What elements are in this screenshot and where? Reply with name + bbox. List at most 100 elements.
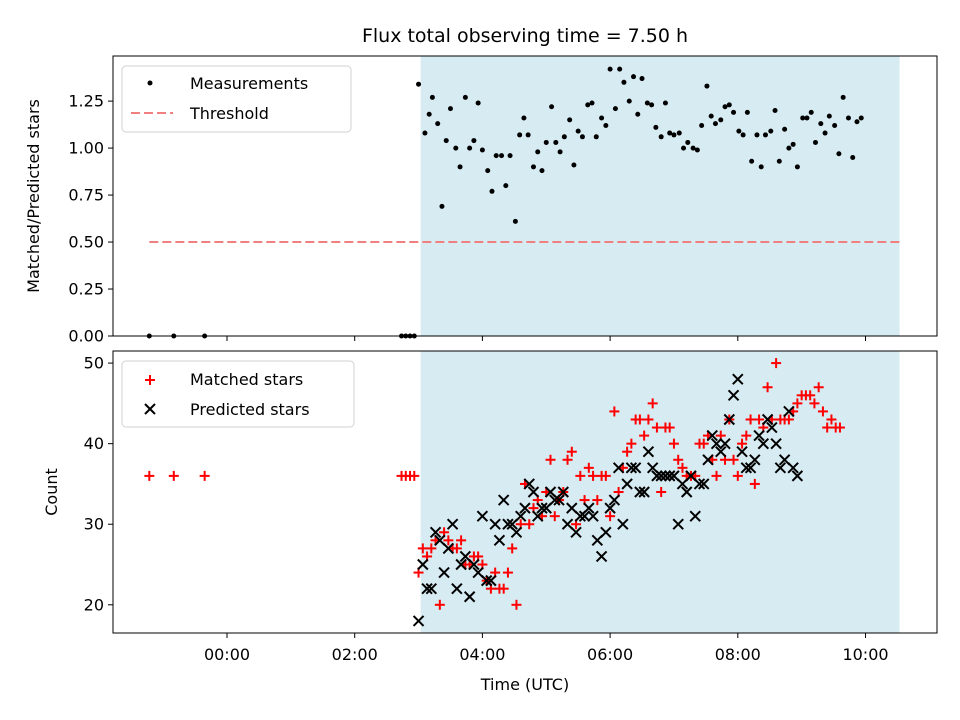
measurement-point: [439, 203, 445, 209]
y-tick-label: 0.75: [68, 186, 104, 205]
bottom-panel-frame: [112, 350, 938, 634]
measurement-point: [489, 188, 495, 194]
top-panel-ylabel: Matched/Predicted stars: [24, 99, 43, 293]
predicted-star-marker: [468, 558, 480, 571]
legend-matched-label: Matched stars: [190, 370, 303, 389]
matched-star-marker: [749, 478, 760, 489]
measurement-point: [639, 76, 645, 82]
measurement-point: [812, 139, 818, 145]
predicted-star-marker: [689, 510, 701, 522]
measurement-point: [690, 145, 696, 151]
measurement-point: [782, 126, 788, 132]
predicted-star-marker: [736, 446, 748, 458]
measurement-point: [453, 145, 459, 151]
measurement-point: [681, 145, 687, 151]
matched-star-marker: [502, 567, 513, 578]
measurement-point: [754, 132, 760, 138]
predicted-star-marker: [753, 429, 765, 442]
matched-star-marker: [664, 422, 675, 433]
predicted-star-marker: [578, 510, 591, 522]
measurement-point: [426, 111, 432, 117]
matched-star-marker: [507, 543, 518, 554]
predicted-star-marker: [744, 462, 757, 474]
y-tick-label: 20: [84, 595, 104, 614]
matched-star-marker: [639, 430, 650, 441]
predicted-star-marker: [715, 446, 727, 458]
measurement-point: [517, 132, 523, 138]
measurement-point: [762, 132, 768, 138]
predicted-star-marker: [417, 558, 429, 571]
measurement-point: [804, 115, 810, 121]
measurement-point: [631, 74, 637, 80]
measurement-point: [475, 100, 481, 106]
matched-star-marker: [417, 543, 428, 554]
y-tick-label: 50: [84, 354, 104, 373]
measurement-point: [768, 128, 774, 134]
matched-star-marker: [588, 470, 599, 481]
measurement-point: [535, 149, 541, 155]
measurement-point: [794, 164, 800, 170]
predicted-star-marker: [412, 615, 425, 627]
predicted-star-marker: [681, 486, 693, 498]
top-legend: Measurements Threshold: [121, 65, 352, 133]
matched-star-marker: [698, 438, 709, 449]
matched-star-marker: [737, 438, 748, 449]
predicted-star-marker: [455, 558, 467, 571]
matched-star-marker: [600, 470, 611, 481]
measurement-point: [772, 107, 778, 113]
predicted-star-marker: [476, 510, 489, 522]
matched-star-marker: [626, 438, 637, 449]
predicted-star-marker: [587, 510, 599, 522]
legend-predicted-label: Predicted stars: [190, 400, 310, 419]
matched-star-marker: [605, 511, 616, 522]
predicted-star-marker: [710, 437, 723, 450]
predicted-star-marker: [608, 494, 621, 506]
measurement-point: [443, 138, 449, 144]
measurement-point: [457, 164, 463, 170]
matched-star-marker: [199, 470, 210, 481]
measurement-point: [858, 115, 864, 121]
measurement-point: [553, 139, 559, 145]
matched-star-marker: [566, 446, 577, 457]
legend-predicted-marker: [144, 403, 156, 415]
y-tick-label: 0.00: [68, 327, 104, 346]
measurement-point: [525, 132, 531, 138]
measurement-point: [435, 121, 441, 127]
bottom-legend: Matched stars Predicted stars: [121, 360, 355, 428]
measurement-point: [845, 115, 851, 121]
top-panel-shaded-span: [420, 56, 900, 336]
predicted-star-marker: [774, 462, 787, 474]
measurement-point: [507, 153, 513, 159]
predicted-star-marker: [510, 526, 523, 538]
predicted-star-marker: [732, 373, 744, 385]
measurement-point: [521, 115, 527, 121]
measurement-point: [575, 128, 581, 134]
matched-star-marker: [144, 470, 155, 481]
matched-star-marker: [673, 454, 684, 465]
predicted-star-marker: [672, 518, 684, 530]
predicted-star-marker: [719, 437, 731, 450]
bottom-legend-box: [121, 360, 355, 428]
measurement-point: [722, 104, 728, 110]
measurement-point: [658, 134, 664, 140]
measurement-point: [708, 113, 714, 119]
measurement-point: [603, 123, 609, 129]
predicted-star-marker: [651, 470, 663, 482]
measurement-point: [699, 123, 705, 129]
measurement-point: [653, 124, 659, 130]
y-tick-label: 30: [84, 515, 104, 534]
predicted-star-marker: [480, 574, 493, 587]
measurement-point: [462, 94, 468, 100]
measurement-point: [758, 164, 764, 170]
measurement-point: [579, 134, 585, 140]
predicted-star-marker: [421, 582, 433, 595]
measurement-point: [736, 128, 742, 134]
y-tick-label: 1.25: [68, 92, 104, 111]
top-panel: 0.00 0.25 0.50 0.75 1.00 1.25 Matched/Predict…: [24, 55, 938, 346]
predicted-star-marker: [766, 421, 778, 434]
matched-star-marker: [643, 414, 654, 425]
matched-star-marker: [575, 470, 586, 481]
predicted-star-marker: [702, 454, 714, 466]
predicted-star-marker: [638, 486, 650, 498]
